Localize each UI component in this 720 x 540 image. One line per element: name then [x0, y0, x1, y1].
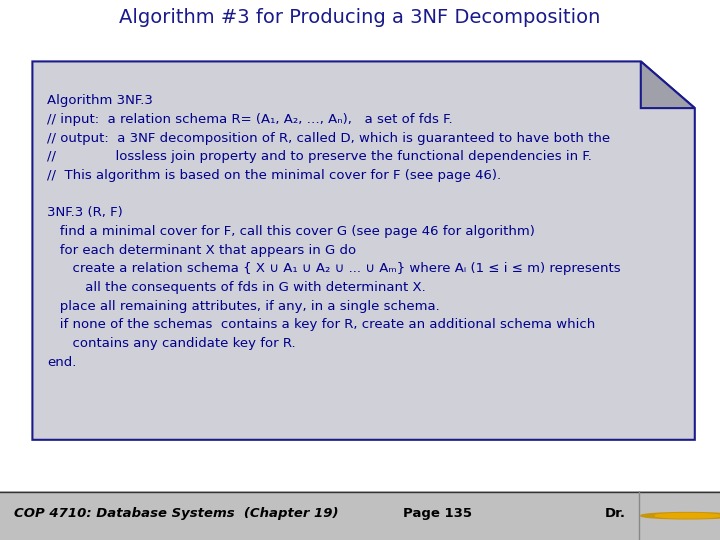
Text: for each determinant X that appears in G do: for each determinant X that appears in G…	[47, 244, 356, 256]
Circle shape	[655, 514, 720, 518]
Text: Dr.: Dr.	[605, 507, 626, 520]
Text: Page 135: Page 135	[403, 507, 472, 520]
Polygon shape	[641, 62, 695, 108]
Text: Algorithm #3 for Producing a 3NF Decomposition: Algorithm #3 for Producing a 3NF Decompo…	[120, 8, 600, 26]
Polygon shape	[32, 62, 695, 440]
Text: Algorithm 3NF.3: Algorithm 3NF.3	[47, 94, 153, 107]
Text: if none of the schemas  contains a key for R, create an additional schema which: if none of the schemas contains a key fo…	[47, 318, 595, 332]
Text: //  This algorithm is based on the minimal cover for F (see page 46).: // This algorithm is based on the minima…	[47, 169, 501, 182]
Text: // output:  a 3NF decomposition of R, called D, which is guaranteed to have both: // output: a 3NF decomposition of R, cal…	[47, 132, 610, 145]
Text: // input:  a relation schema R= (A₁, A₂, …, Aₙ),   a set of fds F.: // input: a relation schema R= (A₁, A₂, …	[47, 113, 452, 126]
Text: contains any candidate key for R.: contains any candidate key for R.	[47, 337, 295, 350]
Text: 3NF.3 (R, F): 3NF.3 (R, F)	[47, 206, 122, 219]
Text: end.: end.	[47, 356, 76, 369]
Text: find a minimal cover for F, call this cover G (see page 46 for algorithm): find a minimal cover for F, call this co…	[47, 225, 535, 238]
Text: all the consequents of fds in G with determinant X.: all the consequents of fds in G with det…	[47, 281, 426, 294]
Circle shape	[641, 512, 720, 519]
Text: //              lossless join property and to preserve the functional dependenci: // lossless join property and to preserv…	[47, 150, 592, 163]
Text: place all remaining attributes, if any, in a single schema.: place all remaining attributes, if any, …	[47, 300, 439, 313]
Text: COP 4710: Database Systems  (Chapter 19): COP 4710: Database Systems (Chapter 19)	[14, 507, 339, 520]
Text: create a relation schema { X ∪ A₁ ∪ A₂ ∪ ... ∪ Aₘ} where Aᵢ (1 ≤ i ≤ m) represen: create a relation schema { X ∪ A₁ ∪ A₂ ∪…	[47, 262, 621, 275]
